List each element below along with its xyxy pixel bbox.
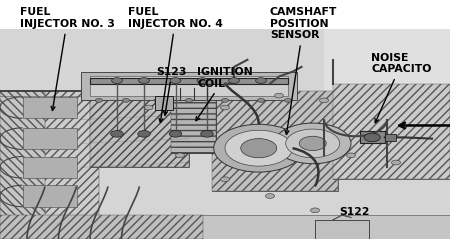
Circle shape (112, 78, 122, 83)
Circle shape (274, 123, 351, 164)
Bar (171, 100, 216, 153)
Bar (324, 29, 450, 96)
Circle shape (320, 98, 328, 103)
Circle shape (241, 139, 277, 158)
Circle shape (364, 133, 380, 142)
Text: NOISE
CAPACITO: NOISE CAPACITO (371, 53, 432, 123)
Text: FUEL
INJECTOR NO. 3: FUEL INJECTOR NO. 3 (20, 7, 115, 110)
Bar (0, 91, 99, 229)
Bar (90, 76, 288, 96)
Circle shape (169, 130, 182, 137)
Bar (333, 84, 450, 179)
Bar (90, 76, 189, 167)
Circle shape (221, 98, 229, 102)
Circle shape (266, 194, 274, 198)
Bar (22, 97, 76, 118)
Circle shape (274, 93, 284, 98)
Bar (333, 84, 450, 179)
Bar (0, 215, 202, 239)
Bar (360, 131, 385, 143)
Bar (90, 78, 288, 84)
Bar (0, 29, 450, 239)
Circle shape (229, 78, 239, 83)
Circle shape (286, 129, 340, 158)
Circle shape (220, 177, 230, 182)
Circle shape (197, 78, 208, 83)
Bar (81, 72, 297, 100)
Bar (155, 96, 173, 110)
Circle shape (257, 98, 265, 102)
Bar (22, 128, 76, 149)
Circle shape (299, 136, 326, 151)
Bar (0, 215, 450, 239)
Bar (315, 220, 369, 239)
Circle shape (170, 78, 181, 83)
Bar (212, 91, 338, 191)
Text: CAMSHAFT
POSITION
SENSOR: CAMSHAFT POSITION SENSOR (270, 7, 338, 134)
Text: IGNITION
COIL: IGNITION COIL (196, 67, 253, 121)
Circle shape (220, 105, 230, 110)
Circle shape (284, 98, 292, 102)
Bar (22, 157, 76, 178)
Circle shape (225, 130, 292, 166)
Bar (171, 100, 216, 153)
Circle shape (392, 160, 400, 165)
Text: S123: S123 (157, 67, 187, 115)
Circle shape (111, 130, 123, 137)
Circle shape (346, 153, 356, 158)
Circle shape (310, 208, 320, 213)
Circle shape (95, 98, 103, 102)
Circle shape (214, 124, 304, 172)
Circle shape (139, 78, 149, 83)
Circle shape (201, 130, 213, 137)
Circle shape (154, 98, 161, 102)
Bar (385, 134, 396, 141)
Circle shape (138, 130, 150, 137)
Text: FUEL
INJECTOR NO. 4: FUEL INJECTOR NO. 4 (128, 7, 223, 122)
Bar (212, 91, 338, 191)
Circle shape (185, 98, 193, 102)
Circle shape (122, 98, 130, 102)
Circle shape (256, 78, 266, 83)
Bar (0, 91, 45, 229)
Circle shape (176, 153, 184, 158)
Bar (90, 76, 189, 167)
Circle shape (144, 105, 153, 110)
Bar (22, 185, 76, 207)
Text: S122: S122 (340, 207, 370, 217)
